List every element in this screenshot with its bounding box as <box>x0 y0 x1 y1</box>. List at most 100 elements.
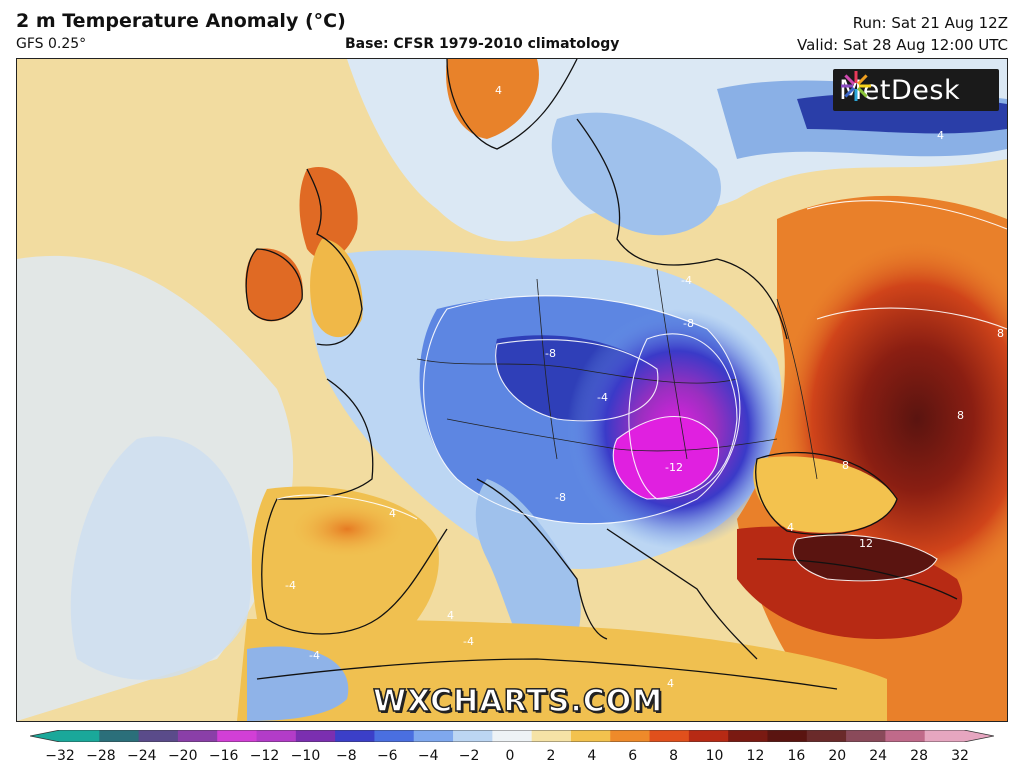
colorbar-tick-label: −2 <box>458 748 480 764</box>
colorbar-tick-label: 24 <box>869 748 888 764</box>
run-time-label: Run: Sat 21 Aug 12Z <box>852 14 1008 32</box>
iberia-warm-blob <box>287 499 407 559</box>
contour-label: -4 <box>285 579 296 592</box>
contour-plus-4-iberia <box>276 494 418 520</box>
base-climatology-label: Base: CFSR 1979-2010 climatology <box>345 36 620 52</box>
contour-label: 12 <box>859 537 873 550</box>
border-line <box>446 418 778 452</box>
temperature-anomaly-map: 4 4 -4 -4 -8 -8 -12 -8 4 8 8 8 12 4 -4 -… <box>16 58 1008 722</box>
chart-title: 2 m Temperature Anomaly (°C) <box>16 10 346 32</box>
colorbar-tick-labels: −32 −28 −24 −20 −16 −12 −10 −8 −6 −4 −2 0 2 4 6 8 10 12 16… <box>45 748 969 768</box>
contour-label: 4 <box>667 677 674 690</box>
contour-label: 4 <box>787 521 794 534</box>
contour-label: -8 <box>555 491 566 504</box>
colorbar-tick-label: 16 <box>787 748 806 764</box>
colorbar-tick-label: 6 <box>628 748 638 764</box>
balkan-magenta-core <box>613 416 719 499</box>
great-britain-coast <box>306 168 363 346</box>
north-africa-warm-area <box>237 619 887 721</box>
colorbar-tick-label: 32 <box>951 748 969 764</box>
colorbar <box>30 730 994 742</box>
coastlines <box>245 59 958 690</box>
colorbar-tick-label: −28 <box>86 748 116 764</box>
contour-minus-12 <box>612 415 720 500</box>
contour-label: -4 <box>597 391 608 404</box>
contour-plus-12 <box>792 534 938 582</box>
england-warm-patch <box>310 239 363 338</box>
contour-label: -4 <box>463 635 474 648</box>
colorbar-arrow-max <box>964 730 994 742</box>
colorbar-segment <box>374 730 415 742</box>
colorbar-segment <box>570 730 611 742</box>
colorbar-segment <box>767 730 808 742</box>
contour-label: 4 <box>389 507 396 520</box>
baltic-coast <box>576 118 788 340</box>
contour-plus-8-east <box>816 307 1007 330</box>
italy-coast <box>476 478 608 640</box>
colorbar-segment <box>728 730 768 742</box>
colorbar-segment <box>295 730 336 742</box>
wxcharts-watermark: WXCHARTS.COM <box>372 683 664 720</box>
border-line <box>416 358 738 384</box>
colorbar-tick-label: 0 <box>505 748 515 764</box>
contour-label: -8 <box>683 317 694 330</box>
contour-minus-4 <box>423 295 741 525</box>
border-line <box>656 268 688 460</box>
colorbar-tick-label: 10 <box>705 748 724 764</box>
colorbar-segment <box>177 730 218 742</box>
turkey-coast <box>756 558 958 600</box>
colorbar-arrow-min <box>30 730 60 742</box>
contour-label: -4 <box>681 274 692 287</box>
colorbar-segment <box>806 730 847 742</box>
contour-lines <box>276 200 1007 582</box>
colorbar-segment <box>610 730 651 742</box>
adriatic-greece-coast <box>606 528 758 660</box>
colorbar-segment <box>846 730 886 742</box>
border-line <box>776 298 818 480</box>
metdesk-logo-icon <box>841 71 871 101</box>
colorbar-segment <box>99 730 140 742</box>
colorbar-tick-label: 20 <box>828 748 847 764</box>
colorbar-tick-label: −6 <box>376 748 398 764</box>
black-sea-coast <box>755 451 898 536</box>
colorbar-segment <box>492 730 533 742</box>
contour-label: -12 <box>665 461 683 474</box>
colorbar-segment <box>217 730 258 742</box>
contour-label: 8 <box>997 327 1004 340</box>
colorbar-segment <box>256 730 297 742</box>
contour-label: 4 <box>495 84 502 97</box>
colorbar-tick-label: 2 <box>546 748 556 764</box>
contour-label: 4 <box>937 129 944 142</box>
metdesk-logo: MetDesk <box>833 69 999 111</box>
country-borders <box>416 268 818 480</box>
colorbar-segment <box>335 730 375 742</box>
colorbar-tick-label: −10 <box>290 748 321 764</box>
scotland-warm-patch <box>299 167 358 260</box>
contour-label: -8 <box>545 347 556 360</box>
colorbar-segment <box>924 730 965 742</box>
contour-label-group: 4 4 -4 -4 -8 -8 -12 -8 4 8 8 8 12 4 -4 -… <box>285 84 1004 690</box>
chart-header: 2 m Temperature Anomaly (°C) GFS 0.25° B… <box>0 0 1024 58</box>
contour-plus-4-east <box>806 200 1007 230</box>
western-europe-coast <box>261 378 448 635</box>
colorbar-segments <box>30 730 994 742</box>
turkey-hot-core <box>793 535 937 581</box>
colorbar-segment <box>413 730 454 742</box>
colorbar-tick-label: 12 <box>746 748 765 764</box>
colorbar-tick-label: 4 <box>587 748 597 764</box>
colorbar-segment <box>138 730 179 742</box>
colorbar-segment <box>885 730 926 742</box>
contour-minus-8-west <box>495 339 659 422</box>
contour-minus-8-east <box>628 333 738 500</box>
colorbar-tick-label: −32 <box>45 748 75 764</box>
colorbar-tick-label: −20 <box>167 748 198 764</box>
valid-time-label: Valid: Sat 28 Aug 12:00 UTC <box>797 36 1008 54</box>
contour-label: -4 <box>309 649 320 662</box>
atlantic-cool-patch <box>70 436 252 680</box>
contour-label: 4 <box>447 609 454 622</box>
map-canvas: 4 4 -4 -4 -8 -8 -12 -8 4 8 8 8 12 4 -4 -… <box>17 59 1007 721</box>
ireland-coast <box>245 248 303 321</box>
norway-warm-patch <box>446 59 539 139</box>
north-africa-coast <box>256 658 838 690</box>
colorbar-segment <box>531 730 572 742</box>
